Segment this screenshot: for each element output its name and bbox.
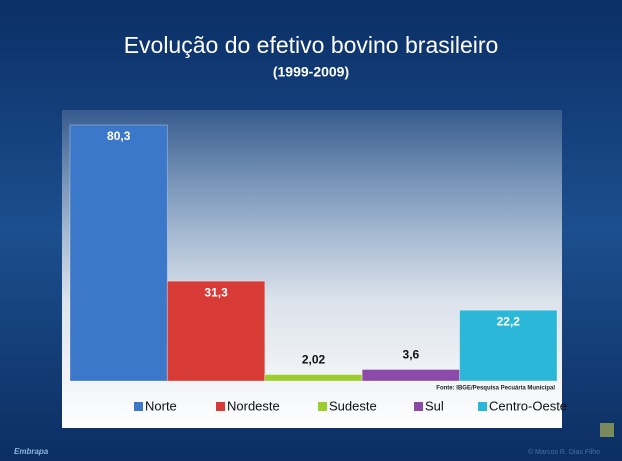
legend-label: Nordeste: [227, 398, 280, 413]
bar: [264, 374, 363, 382]
data-label: 31,3: [204, 285, 228, 299]
legend-swatch: [216, 402, 225, 411]
logo: Embrapa: [14, 447, 49, 456]
data-label: 3,6: [403, 348, 420, 362]
bar: [69, 124, 168, 382]
source-note: Fonte: IBGE/Pesquisa Pecuária Municipal: [436, 386, 555, 392]
legend-swatch: [134, 402, 143, 411]
data-label: 22,2: [497, 314, 521, 328]
legend-swatch: [414, 402, 423, 411]
legend-label: Sul: [425, 398, 444, 413]
bar: [459, 309, 558, 382]
legend-swatch: [318, 402, 327, 411]
data-label: 80,3: [107, 129, 131, 143]
chart-title: Evolução do efetivo bovino brasileiro: [124, 32, 499, 58]
thumbnail-icon: [600, 423, 614, 437]
bar: [166, 280, 266, 382]
bar: [361, 369, 461, 382]
data-label: 2,02: [302, 353, 326, 367]
chart-subtitle: (1999-2009): [273, 64, 349, 80]
legend-swatch: [478, 402, 487, 411]
legend-label: Sudeste: [329, 398, 377, 413]
legend-label: Centro-Oeste: [489, 398, 567, 413]
legend-label: Norte: [145, 398, 177, 413]
credit: © Marcos R. Dias Filho: [528, 448, 600, 456]
